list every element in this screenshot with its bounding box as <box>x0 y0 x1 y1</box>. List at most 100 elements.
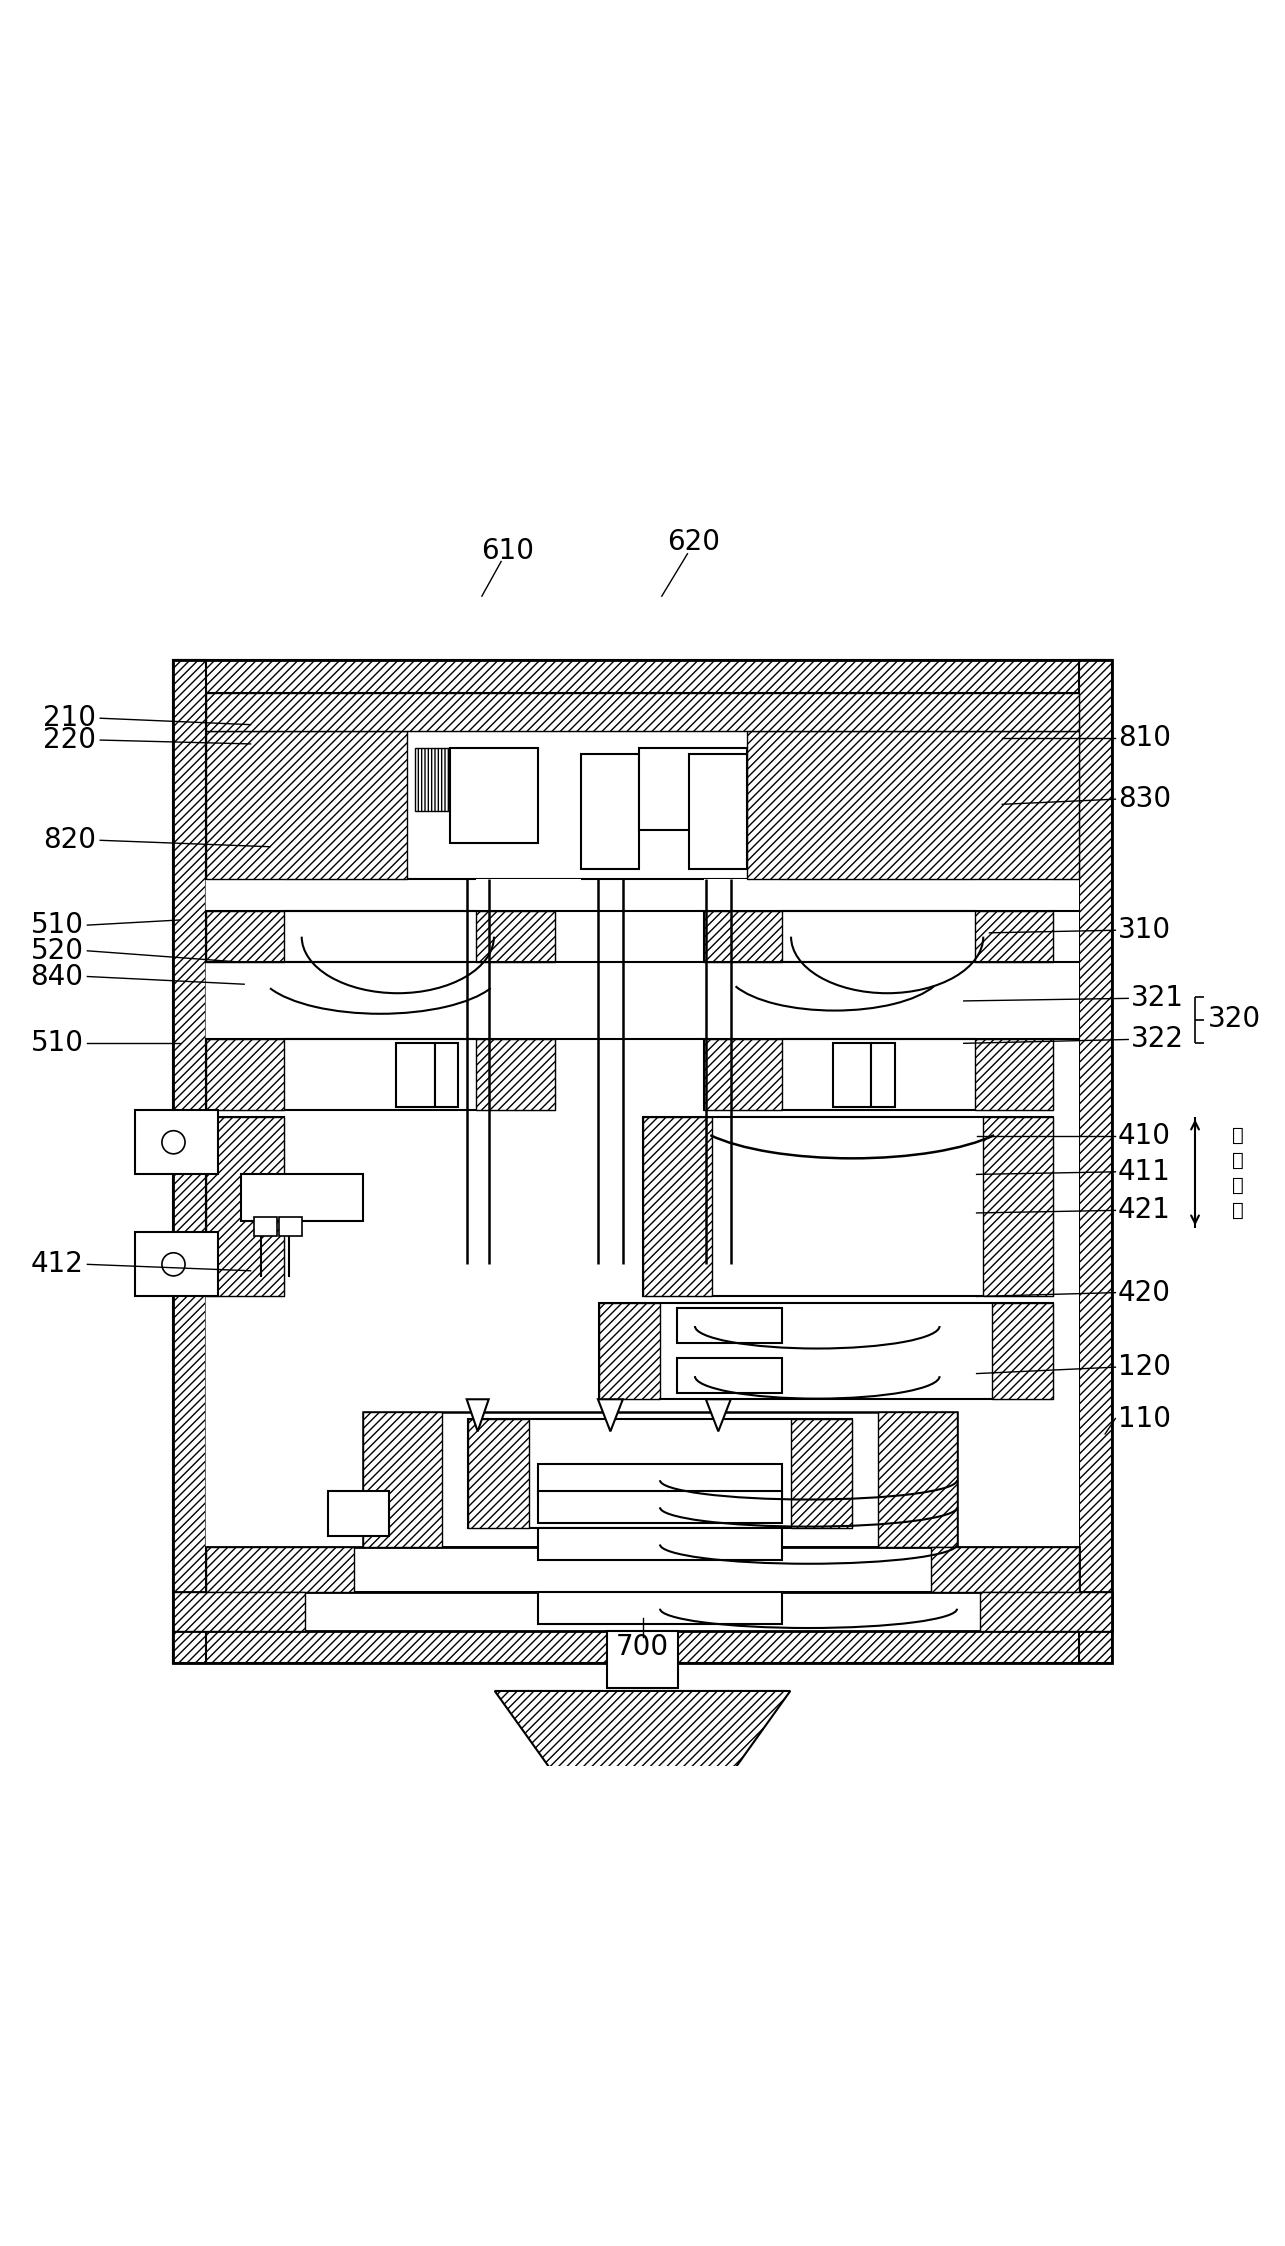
Bar <box>206 692 1079 732</box>
Bar <box>833 1042 871 1107</box>
Text: 410: 410 <box>1118 1121 1171 1150</box>
Bar <box>537 1527 783 1561</box>
Bar <box>328 1491 389 1536</box>
Text: 830: 830 <box>1118 786 1171 813</box>
Bar <box>206 1116 284 1296</box>
Bar <box>450 748 537 842</box>
Bar <box>173 1592 305 1631</box>
Bar <box>537 1464 783 1496</box>
Bar <box>362 1413 957 1547</box>
Bar <box>206 1303 284 1399</box>
Text: 620: 620 <box>667 528 721 557</box>
Bar <box>173 1631 1112 1662</box>
Bar <box>992 1303 1054 1399</box>
Bar <box>477 1116 581 1296</box>
Text: 810: 810 <box>1118 723 1171 752</box>
Bar <box>206 961 284 1040</box>
Polygon shape <box>495 1691 790 1772</box>
Bar <box>477 912 555 961</box>
Text: 520: 520 <box>31 937 84 966</box>
Bar <box>537 1592 783 1624</box>
Bar <box>704 912 1054 961</box>
Bar <box>477 1303 581 1399</box>
Text: 110: 110 <box>1118 1404 1171 1433</box>
Bar <box>974 912 1054 961</box>
Polygon shape <box>705 1399 731 1431</box>
Bar <box>983 1116 1054 1296</box>
Bar <box>642 1116 712 1296</box>
Text: 220: 220 <box>44 725 96 755</box>
Bar <box>677 1307 783 1343</box>
Text: 321: 321 <box>1131 984 1183 1013</box>
Bar <box>704 878 783 912</box>
Bar <box>206 1547 1079 1592</box>
Bar <box>396 1042 434 1107</box>
Bar <box>640 748 748 831</box>
Bar <box>206 732 1079 878</box>
Bar <box>608 1631 678 1689</box>
Text: 421: 421 <box>1118 1197 1171 1224</box>
Bar <box>477 961 581 1040</box>
Bar <box>477 878 581 912</box>
Polygon shape <box>712 878 1079 1547</box>
Bar <box>537 1491 783 1523</box>
Bar <box>748 732 1079 878</box>
Bar <box>980 1592 1112 1631</box>
Bar <box>173 660 1112 1662</box>
Bar <box>415 748 450 811</box>
Text: 820: 820 <box>44 827 96 853</box>
Bar <box>974 961 1054 1040</box>
Bar <box>135 1110 218 1175</box>
Text: 840: 840 <box>31 964 84 990</box>
Text: 411: 411 <box>1118 1159 1171 1186</box>
Text: 第
一
方
向: 第 一 方 向 <box>1231 1125 1244 1220</box>
Polygon shape <box>598 1399 623 1431</box>
Bar <box>879 1413 957 1547</box>
Bar <box>599 1303 660 1399</box>
Bar <box>173 660 1112 692</box>
Bar <box>468 1419 852 1527</box>
Text: 310: 310 <box>1118 916 1171 943</box>
Bar <box>477 1040 555 1110</box>
Bar <box>135 1233 218 1296</box>
Bar <box>704 961 783 1040</box>
Bar <box>362 1413 442 1547</box>
Bar <box>253 1217 276 1235</box>
Bar <box>689 755 748 869</box>
Bar <box>974 1040 1054 1110</box>
Bar <box>642 1116 1054 1296</box>
Bar <box>704 1040 1054 1110</box>
Bar <box>704 1040 783 1110</box>
Text: 322: 322 <box>1131 1026 1183 1053</box>
Text: 120: 120 <box>1118 1352 1171 1381</box>
Bar <box>792 1419 852 1527</box>
Bar <box>1079 660 1112 1662</box>
Bar <box>677 1359 783 1393</box>
Bar <box>173 660 206 1662</box>
Bar <box>871 1042 894 1107</box>
Bar <box>206 1040 555 1110</box>
Bar <box>974 878 1054 912</box>
Bar <box>206 878 284 912</box>
Bar <box>581 755 640 869</box>
Text: 510: 510 <box>31 912 84 939</box>
Bar <box>599 1303 1054 1399</box>
Bar <box>279 1217 302 1235</box>
Polygon shape <box>466 1399 488 1431</box>
Bar <box>206 912 284 961</box>
Bar <box>240 1175 362 1220</box>
Text: 320: 320 <box>1208 1004 1261 1033</box>
Bar <box>206 1116 284 1296</box>
Text: 510: 510 <box>31 1029 84 1058</box>
Bar <box>206 732 406 878</box>
Text: 700: 700 <box>616 1633 669 1662</box>
Text: 610: 610 <box>481 537 535 566</box>
Bar <box>704 912 783 961</box>
Bar <box>930 1547 1079 1592</box>
Bar <box>206 912 555 961</box>
Text: 420: 420 <box>1118 1278 1171 1307</box>
Bar <box>468 1419 529 1527</box>
Polygon shape <box>206 878 573 1547</box>
Text: 210: 210 <box>44 705 96 732</box>
Bar <box>206 1040 284 1110</box>
